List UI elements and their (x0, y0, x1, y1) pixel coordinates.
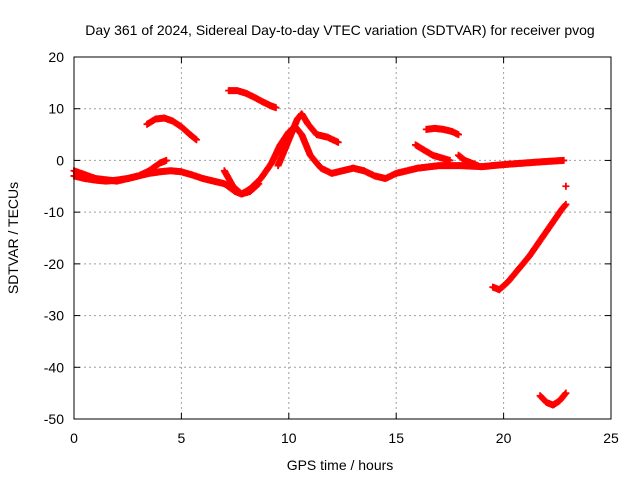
x-tick-label: 0 (70, 430, 78, 446)
y-tick-label: -40 (44, 359, 64, 375)
data-point (562, 182, 570, 190)
series-segment-16h (412, 141, 454, 164)
y-tick-label: -30 (44, 308, 64, 324)
series-segment-18h (454, 151, 482, 170)
series-point-22.9h (562, 182, 570, 190)
data-point (562, 200, 570, 208)
y-tick-label: 10 (48, 101, 64, 117)
data-point (162, 156, 170, 164)
series-dip-22h (536, 389, 570, 409)
grid-lines (74, 57, 611, 419)
axis-ticks: 0 5 10 15 20 25 20 10 0 -10 -20 -30 -40 -50 (44, 49, 619, 446)
data-point (562, 389, 570, 397)
data-point (474, 162, 482, 170)
x-axis-label: GPS time / hours (287, 457, 394, 473)
data-point (560, 156, 568, 164)
y-tick-label: -20 (44, 256, 64, 272)
data-point (446, 156, 454, 164)
data-point (454, 131, 462, 139)
x-tick-label: 20 (496, 430, 512, 446)
series-arc-4h (143, 114, 200, 144)
series-dip-8h (220, 167, 263, 198)
data-point (254, 181, 262, 189)
x-tick-label: 5 (178, 430, 186, 446)
y-axis-label: SDTVAR / TECUs (5, 182, 21, 294)
series-arc-8h (225, 87, 280, 112)
series-ramp-20h (489, 200, 570, 294)
data-point (272, 104, 280, 112)
data-point (561, 390, 569, 398)
data-series (70, 87, 570, 409)
series-arc-17h (422, 124, 462, 139)
x-tick-label: 25 (603, 430, 619, 446)
x-tick-label: 15 (388, 430, 404, 446)
y-tick-label: -10 (44, 204, 64, 220)
plot-frame (73, 56, 612, 420)
series-spike-10h (274, 110, 342, 170)
y-tick-label: 0 (56, 152, 64, 168)
data-point (334, 138, 342, 146)
x-tick-label: 10 (281, 430, 297, 446)
y-tick-label: -50 (44, 411, 64, 427)
data-point (255, 180, 263, 188)
series-early-wave (70, 156, 170, 185)
chart-title: Day 361 of 2024, Sidereal Day-to-day VTE… (85, 22, 594, 38)
data-point (192, 136, 200, 144)
y-tick-label: 20 (48, 49, 64, 65)
